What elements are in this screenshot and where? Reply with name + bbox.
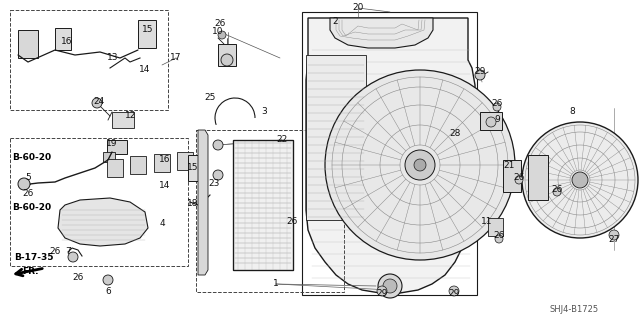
Polygon shape — [130, 156, 146, 174]
Bar — [218, 44, 236, 66]
Text: B-60-20: B-60-20 — [12, 203, 51, 211]
Polygon shape — [107, 159, 123, 177]
Circle shape — [609, 230, 619, 240]
Text: 27: 27 — [608, 235, 620, 244]
Text: 12: 12 — [125, 112, 137, 121]
Text: 13: 13 — [108, 54, 119, 63]
Polygon shape — [306, 18, 475, 293]
Text: 25: 25 — [204, 93, 216, 102]
Text: 26: 26 — [551, 184, 563, 194]
Circle shape — [378, 274, 402, 298]
Text: 23: 23 — [208, 179, 220, 188]
Polygon shape — [177, 152, 193, 170]
Text: FR.: FR. — [22, 268, 38, 277]
Circle shape — [383, 279, 397, 293]
Bar — [107, 140, 127, 154]
Text: 9: 9 — [494, 115, 500, 124]
Text: 18: 18 — [188, 198, 199, 207]
Bar — [18, 30, 38, 58]
Bar — [528, 155, 548, 200]
Bar — [233, 140, 293, 270]
Text: 7: 7 — [65, 248, 71, 256]
Circle shape — [92, 98, 102, 108]
Text: 15: 15 — [142, 26, 154, 34]
Circle shape — [103, 275, 113, 285]
Circle shape — [495, 235, 503, 243]
Text: 29: 29 — [448, 290, 460, 299]
Circle shape — [377, 286, 387, 296]
Text: 19: 19 — [106, 139, 118, 149]
Text: 3: 3 — [261, 108, 267, 116]
Polygon shape — [58, 198, 148, 246]
Circle shape — [221, 54, 233, 66]
Text: 14: 14 — [140, 65, 150, 75]
Text: 2: 2 — [332, 18, 338, 26]
Circle shape — [553, 188, 561, 196]
Text: 26: 26 — [492, 100, 502, 108]
Bar — [188, 155, 204, 181]
Text: 14: 14 — [159, 181, 171, 189]
Circle shape — [213, 170, 223, 180]
Text: 22: 22 — [276, 136, 287, 145]
Bar — [488, 218, 503, 236]
Text: 8: 8 — [569, 108, 575, 116]
Text: SHJ4-B1725: SHJ4-B1725 — [549, 306, 598, 315]
Circle shape — [325, 70, 515, 260]
Text: B-60-20: B-60-20 — [12, 152, 51, 161]
Circle shape — [414, 159, 426, 171]
Polygon shape — [330, 18, 433, 48]
Circle shape — [572, 172, 588, 188]
Bar — [103, 152, 115, 162]
Text: 28: 28 — [449, 130, 461, 138]
Text: B-17-35: B-17-35 — [14, 254, 54, 263]
Text: 16: 16 — [61, 38, 73, 47]
Text: 24: 24 — [93, 98, 104, 107]
Bar — [480, 112, 502, 130]
Circle shape — [18, 178, 30, 190]
Text: 16: 16 — [159, 155, 171, 165]
Circle shape — [475, 70, 485, 80]
Text: 29: 29 — [376, 290, 388, 299]
Circle shape — [449, 286, 459, 296]
Text: 29: 29 — [474, 68, 486, 77]
Text: 10: 10 — [212, 27, 224, 36]
Circle shape — [522, 122, 638, 238]
Circle shape — [486, 117, 496, 127]
Text: 5: 5 — [25, 174, 31, 182]
Bar — [196, 130, 344, 292]
Text: 26: 26 — [49, 248, 61, 256]
Bar — [55, 28, 71, 50]
Text: 21: 21 — [503, 161, 515, 170]
Bar — [10, 10, 168, 110]
Bar — [138, 20, 156, 48]
Bar — [302, 12, 477, 295]
Circle shape — [218, 31, 226, 39]
Circle shape — [515, 176, 523, 184]
Text: 26: 26 — [72, 273, 84, 283]
Circle shape — [405, 150, 435, 180]
Text: 6: 6 — [105, 286, 111, 295]
Text: 15: 15 — [188, 164, 199, 173]
Bar — [306, 55, 366, 220]
Circle shape — [68, 252, 78, 262]
Text: 26: 26 — [22, 189, 34, 197]
Text: 20: 20 — [352, 4, 364, 12]
Text: 26: 26 — [513, 173, 525, 182]
Bar — [10, 138, 188, 266]
Text: 26: 26 — [493, 232, 505, 241]
Bar — [503, 160, 521, 192]
Bar — [112, 112, 134, 128]
Text: 11: 11 — [481, 218, 493, 226]
Text: 17: 17 — [170, 54, 182, 63]
Text: 1: 1 — [273, 279, 279, 288]
Text: 26: 26 — [286, 218, 298, 226]
Text: 26: 26 — [214, 19, 226, 28]
Circle shape — [213, 140, 223, 150]
Polygon shape — [198, 130, 208, 275]
Polygon shape — [154, 154, 170, 172]
Circle shape — [493, 103, 501, 111]
Text: 4: 4 — [159, 219, 165, 228]
Bar — [233, 140, 293, 270]
